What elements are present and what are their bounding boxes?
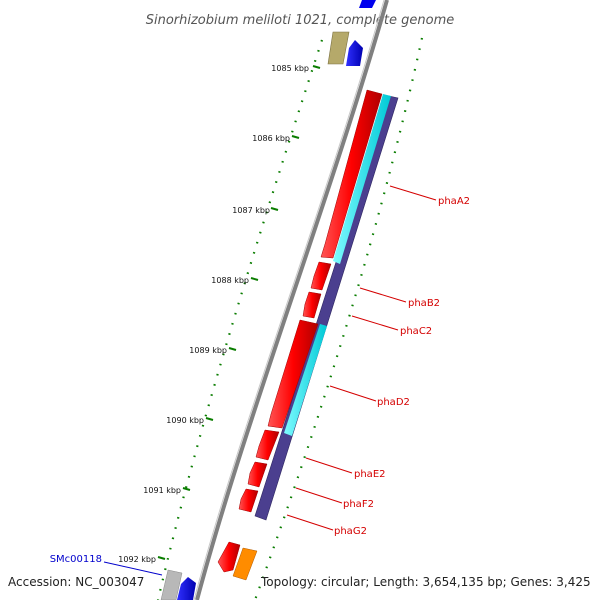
leader-phaA2	[389, 185, 437, 201]
feature-gray-gene	[160, 569, 183, 600]
leader-phaC2	[351, 315, 399, 331]
gene-label-phaG2[interactable]: phaG2	[334, 526, 367, 537]
map-title: Sinorhizobium meliloti 1021, complete ge…	[146, 13, 455, 28]
gene-phaB2-shape	[310, 261, 332, 291]
tick-mark	[270, 207, 279, 211]
gene-label-phaC2[interactable]: phaC2	[400, 326, 432, 337]
leader-phaD2	[329, 385, 377, 402]
tick-group-1088: 1088 kbp	[211, 276, 259, 285]
tick-label: 1088 kbp	[211, 276, 249, 285]
genome-backbone-highlight	[193, 0, 385, 600]
gene-label-phaE2[interactable]: phaE2	[354, 469, 386, 480]
gene-phaE2-shape	[255, 429, 280, 461]
leader-phaE2	[305, 457, 353, 474]
tick-label: 1091 kbp	[143, 486, 181, 495]
inner-tick-arc	[253, 37, 424, 600]
gene-label-SMc00118[interactable]: SMc00118	[50, 554, 102, 565]
leader-phaG2	[286, 514, 334, 531]
feature-top-blue-segment	[359, 0, 376, 8]
genome-backbone	[195, 0, 389, 600]
feature-olive-gene	[327, 31, 350, 65]
gene-label-phaD2[interactable]: phaD2	[377, 397, 410, 408]
tick-group-1090: 1090 kbp	[166, 416, 214, 425]
tick-mark	[250, 277, 259, 281]
feature-blue-arrow-top	[346, 40, 363, 66]
tick-group-1092: 1092 kbp	[118, 555, 166, 564]
tick-mark	[157, 556, 166, 560]
cyan-track-lower	[284, 324, 327, 436]
leader-phaB2	[359, 287, 407, 303]
tick-mark	[205, 417, 214, 421]
tick-label: 1092 kbp	[118, 555, 156, 564]
feature-orange-gene	[232, 547, 258, 581]
tick-group-1085: 1085 kbp	[271, 64, 321, 73]
tick-group-1086: 1086 kbp	[252, 134, 300, 143]
tick-mark	[291, 135, 300, 139]
feature-blue-arrow-bottom	[177, 577, 196, 600]
leader-SMc00118	[103, 561, 163, 576]
tick-group-1089: 1089 kbp	[189, 346, 237, 355]
tick-mark	[312, 65, 321, 69]
tick-label: 1087 kbp	[232, 206, 270, 215]
gene-label-phaB2[interactable]: phaB2	[408, 298, 440, 309]
gene-phaD2-shape	[267, 319, 319, 429]
feature-red-lower	[217, 541, 241, 573]
tick-group-1087: 1087 kbp	[232, 206, 279, 215]
gene-label-phaA2[interactable]: phaA2	[438, 196, 470, 207]
tick-label: 1089 kbp	[189, 346, 227, 355]
gene-phaF2-shape	[247, 461, 268, 488]
outer-tick-arc	[156, 39, 324, 600]
gene-label-phaF2[interactable]: phaF2	[343, 499, 374, 510]
tick-group-1091: 1091 kbp	[143, 486, 191, 495]
tick-mark	[182, 487, 191, 491]
operon-track	[254, 95, 399, 521]
tick-label: 1085 kbp	[271, 64, 309, 73]
gene-phaA2-shape	[320, 89, 383, 259]
tick-label: 1086 kbp	[252, 134, 290, 143]
gene-phaG2-shape	[238, 488, 259, 513]
cyan-track-upper	[333, 94, 391, 264]
gene-phaC2-shape	[302, 291, 322, 319]
topology-text: Topology: circular; Length: 3,654,135 bp…	[260, 575, 591, 589]
leader-phaF2	[295, 487, 343, 504]
tick-mark	[228, 347, 237, 351]
tick-label: 1090 kbp	[166, 416, 204, 425]
accession-text: Accession: NC_003047	[8, 575, 144, 589]
